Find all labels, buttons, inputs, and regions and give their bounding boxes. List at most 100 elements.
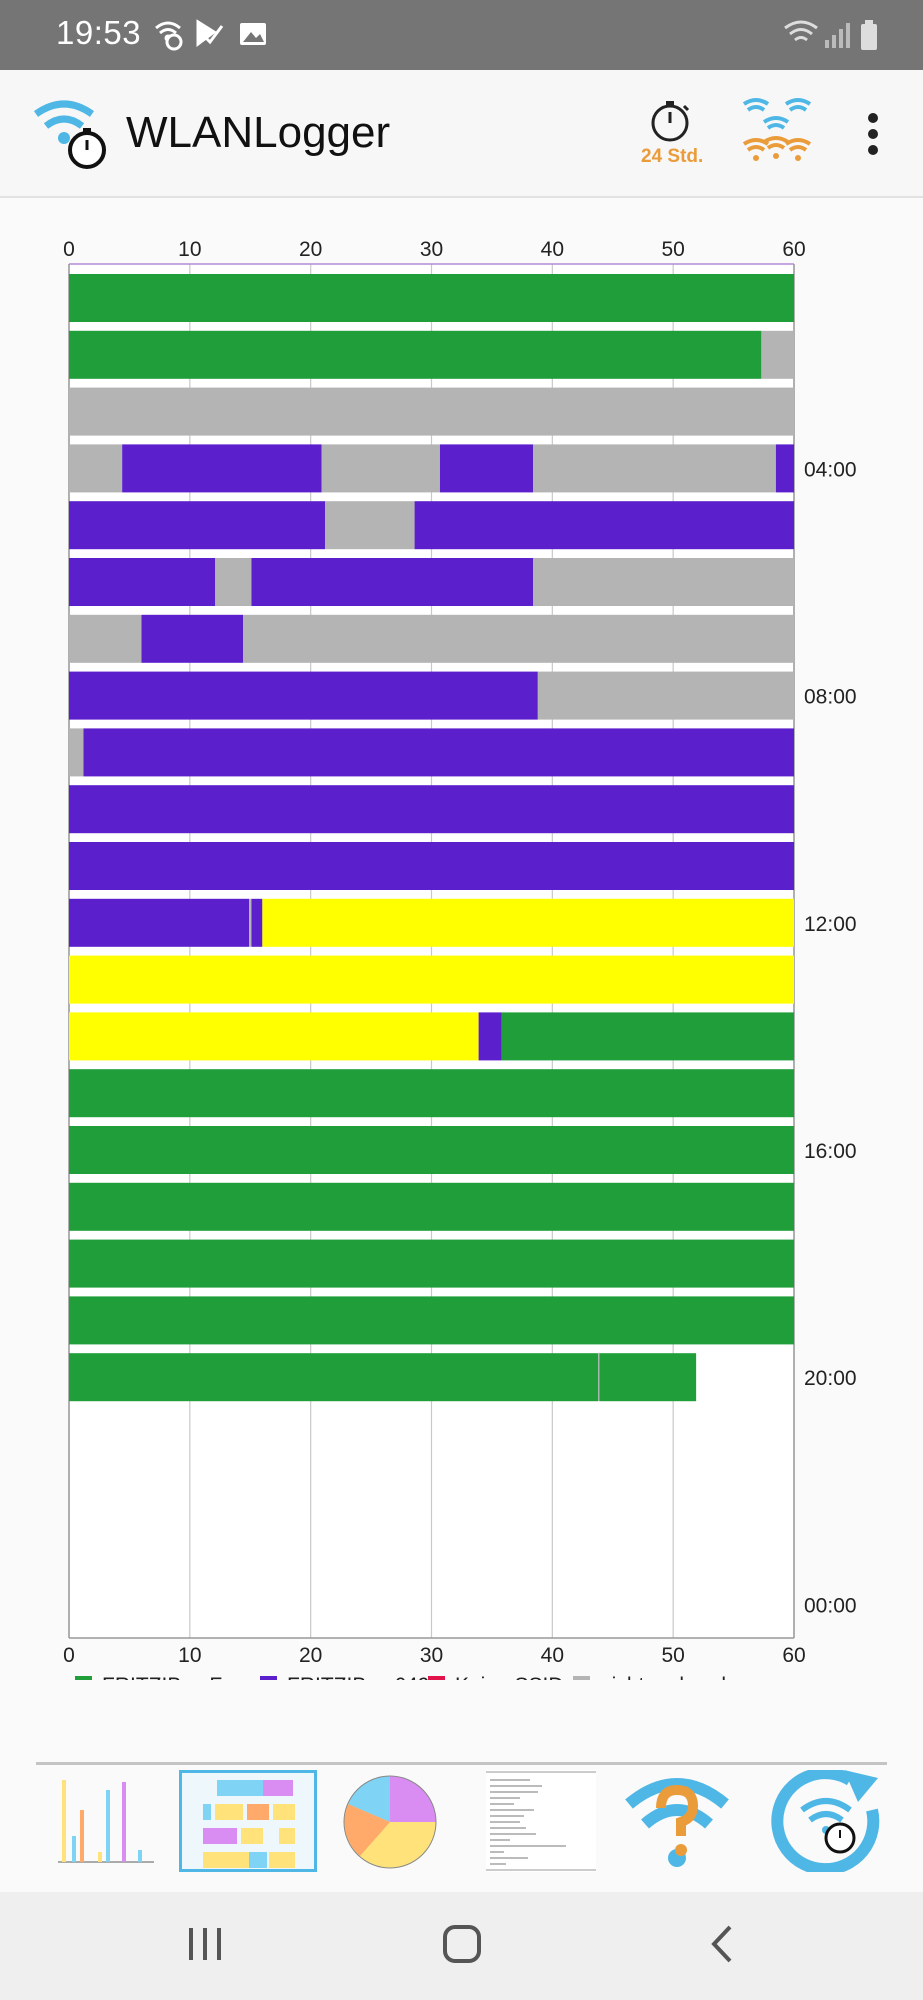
y-time-label: 12:00: [804, 913, 857, 936]
x-tick-label-top: 10: [178, 238, 201, 261]
wifi-networks-icon[interactable]: [742, 96, 816, 168]
hour-bar-segment: [69, 955, 794, 1004]
x-tick-label-top: 0: [63, 238, 75, 261]
timeline-tab[interactable]: [179, 1770, 317, 1872]
legend-label: nicht verbunden: [600, 1674, 749, 1680]
hour-bar-segment: [439, 444, 533, 493]
hour-bar-segment: [249, 898, 252, 947]
status-icons-left: [152, 18, 272, 59]
hour-bar-segment: [69, 1296, 794, 1345]
back-button[interactable]: [708, 1924, 736, 1964]
download-check-icon: [196, 19, 224, 47]
legend-label: FRITZ!Box Fon: [102, 1674, 246, 1680]
x-tick-label-top: 20: [299, 238, 322, 261]
hour-bar-segment: [69, 898, 250, 947]
y-time-label: 20:00: [804, 1367, 857, 1390]
cell-signal-icon: [825, 23, 850, 48]
legend-label: Keine SSID ge: [455, 1674, 593, 1680]
x-tick-label-top: 30: [420, 238, 443, 261]
hour-bar-segment: [69, 558, 216, 606]
x-tick-label-bottom: 10: [178, 1644, 201, 1667]
hour-bar-segment: [533, 444, 776, 493]
hour-bar-segment: [251, 558, 534, 606]
x-tick-label-bottom: 40: [541, 1644, 564, 1667]
refresh-logger-icon: [771, 1767, 880, 1876]
hour-bar-segment: [243, 614, 794, 663]
hour-bar-segment: [262, 898, 794, 947]
wifi-signal-icon: [784, 20, 818, 42]
hour-bar-segment: [501, 1012, 794, 1061]
hour-bar-segment: [775, 444, 794, 493]
x-tick-label-bottom: 30: [420, 1644, 443, 1667]
timer-label[interactable]: 24 Std.: [641, 146, 704, 167]
log-text-thumbnail-icon: [486, 1770, 596, 1872]
y-time-label: 08:00: [804, 686, 857, 709]
status-bar: 19:53: [0, 0, 923, 70]
hour-bar-segment: [537, 671, 794, 720]
legend-swatch: [428, 1676, 445, 1693]
hour-bar-segment: [325, 501, 415, 550]
x-tick-label-bottom: 20: [299, 1644, 322, 1667]
timeline-chart-svg: 0 0 10 10 20 20 30 30 40 40 50 50 60 60 04:00 08:00 12:0…: [63, 238, 857, 1697]
x-tick-label-bottom: 60: [782, 1644, 805, 1667]
hour-bar-segment: [69, 671, 538, 720]
pie-chart-thumbnail-icon: [343, 1775, 437, 1869]
hour-bar-segment: [478, 1012, 502, 1061]
help-tab[interactable]: [615, 1770, 753, 1872]
hour-bar-segment: [69, 501, 326, 550]
hour-bar-segment: [69, 785, 794, 834]
hour-bar-segment: [69, 274, 794, 322]
log-text-tab[interactable]: [470, 1770, 608, 1872]
refresh-logger-tab[interactable]: [760, 1767, 898, 1876]
legend-label: FRITZ!Box 649: [287, 1674, 429, 1680]
x-tick-label-top: 40: [541, 238, 564, 261]
hour-bar-segment: [69, 387, 794, 436]
status-icons-right: [783, 18, 883, 59]
bottom-divider: [36, 1762, 887, 1765]
timeline-chart: 0 0 10 10 20 20 30 30 40 40 50 50 60 60 04:00 08:00 12:0…: [0, 200, 923, 1697]
hour-bar-segment: [69, 842, 794, 890]
hour-bar-segment: [69, 1126, 794, 1174]
hour-bar-segment: [69, 330, 762, 379]
x-tick-label-bottom: 0: [63, 1644, 75, 1667]
legend-swatch: [260, 1676, 277, 1693]
x-tick-label-top: 60: [782, 238, 805, 261]
recent-apps-button[interactable]: [186, 1926, 224, 1962]
hour-bar-segment: [69, 1182, 794, 1231]
more-vert-icon[interactable]: [866, 112, 880, 156]
legend-swatch: [573, 1676, 590, 1693]
bar-chart-tab[interactable]: [34, 1770, 172, 1872]
hour-bar-segment: [598, 1353, 600, 1402]
wlanlogger-logo-icon: [33, 100, 106, 169]
bar-chart-thumbnail-icon: [58, 1780, 154, 1863]
navigation-bar: [0, 1892, 923, 2000]
app-bar: WLANLogger 24 Std.: [0, 70, 923, 198]
y-time-label: 16:00: [804, 1140, 857, 1163]
hour-bar-segment: [83, 728, 794, 777]
hour-bar-segment: [69, 728, 84, 777]
home-button[interactable]: [442, 1924, 482, 1964]
x-tick-label-bottom: 50: [661, 1644, 684, 1667]
wifi-timer-icon: [155, 21, 183, 51]
hour-bar-segment: [599, 1353, 697, 1402]
hour-bar-segment: [69, 444, 123, 493]
hour-bar-segment: [215, 558, 252, 606]
hour-bar-segment: [69, 1239, 794, 1288]
hour-bar-segment: [251, 898, 263, 947]
hour-bar-segment: [69, 614, 142, 663]
hour-bar-segment: [122, 444, 322, 493]
battery-icon: [861, 20, 877, 50]
stopwatch-icon[interactable]: [648, 98, 694, 144]
hour-bar-segment: [69, 1012, 479, 1061]
hour-bar-segment: [761, 330, 794, 379]
hour-bar-segment: [69, 1353, 599, 1402]
legend-swatch: [75, 1676, 92, 1693]
timeline-thumbnail-icon: [203, 1780, 295, 1868]
hour-bar-segment: [414, 501, 794, 550]
hour-bar-segment: [141, 614, 243, 663]
app-title: WLANLogger: [126, 108, 391, 157]
hour-bar-segment: [69, 1069, 794, 1118]
hour-bar-segment: [321, 444, 440, 493]
pie-chart-tab[interactable]: [324, 1770, 462, 1872]
y-time-label: 04:00: [804, 458, 857, 481]
